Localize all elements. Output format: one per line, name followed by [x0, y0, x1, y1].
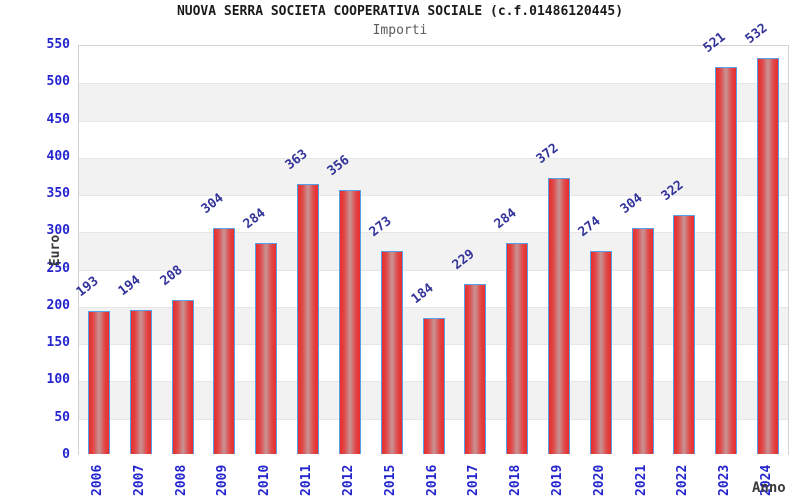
y-tick-label: 250	[46, 260, 70, 276]
bar-2010	[255, 243, 278, 454]
plot-band	[79, 195, 788, 233]
y-tick-label: 550	[46, 37, 70, 52]
x-tick-label: 2012	[340, 464, 356, 496]
y-tick-label: 50	[54, 409, 70, 425]
x-tick-label: 2010	[257, 464, 273, 496]
x-tick-label: 2020	[591, 464, 607, 496]
bar-2006	[87, 311, 110, 454]
x-tick-label: 2023	[717, 464, 733, 496]
x-tick-label: 2015	[382, 464, 398, 496]
y-axis-title: Euro	[48, 234, 64, 267]
chart-subtitle: Importi	[372, 23, 428, 38]
y-tick-label: 350	[46, 186, 70, 202]
bar-2009	[213, 228, 236, 454]
bar-2008	[171, 299, 194, 454]
x-tick-label: 2021	[633, 464, 649, 496]
plot-band	[79, 269, 788, 307]
y-tick-label: 100	[46, 372, 70, 388]
y-tick-label: 200	[46, 297, 70, 313]
plot-band	[79, 120, 788, 158]
bar-2007	[129, 310, 152, 454]
y-tick-label: 300	[46, 223, 70, 239]
chart-title: NUOVA SERRA SOCIETA COOPERATIVA SOCIALE …	[176, 4, 624, 19]
x-tick-label: 2017	[466, 464, 482, 496]
plot-band	[79, 83, 788, 121]
y-tick-label: 0	[62, 447, 70, 462]
y-tick-label: 450	[46, 111, 70, 127]
bar-2019	[547, 177, 570, 454]
x-tick-label: 2009	[215, 464, 231, 496]
x-tick-label: 2016	[424, 464, 440, 496]
bar-2012	[338, 189, 361, 454]
y-tick-label: 400	[46, 148, 70, 164]
x-axis-title: Anno	[752, 480, 786, 496]
bar-2015	[380, 251, 403, 454]
y-tick-label: 500	[46, 74, 70, 90]
x-tick-label: 2007	[131, 464, 147, 496]
x-tick-label: 2006	[89, 464, 105, 496]
plot-band	[79, 157, 788, 196]
x-tick-label: 2022	[675, 464, 691, 496]
bar-2020	[589, 250, 612, 454]
plot-band	[79, 46, 788, 84]
x-tick-label: 2018	[508, 464, 524, 496]
bar-2023	[715, 66, 738, 454]
bar-2016	[422, 317, 445, 454]
x-tick-label: 2008	[173, 464, 189, 496]
bar-2018	[506, 243, 529, 454]
bar-2022	[673, 214, 696, 454]
x-tick-label: 2019	[549, 464, 565, 496]
y-tick-label: 150	[46, 335, 70, 351]
bar-2017	[464, 284, 487, 454]
bar-2024	[757, 58, 780, 454]
bar-2021	[631, 228, 654, 454]
plot-band	[79, 232, 788, 270]
x-tick-label: 2011	[299, 464, 315, 496]
bar-2011	[297, 184, 320, 454]
